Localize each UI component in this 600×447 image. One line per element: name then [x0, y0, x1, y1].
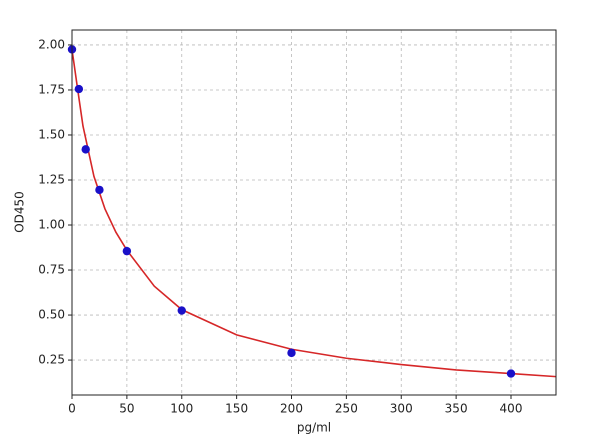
data-point — [122, 246, 132, 256]
plot-frame — [71, 29, 557, 396]
data-point — [74, 84, 84, 94]
grid — [71, 30, 556, 395]
y-tick-label: 1.00 — [38, 218, 65, 232]
y-tick-label: 1.50 — [38, 127, 65, 141]
x-tick-label: 350 — [445, 402, 468, 416]
y-tick-label: 1.25 — [38, 172, 65, 186]
x-tick-label: 0 — [68, 402, 76, 416]
x-tick-label: 400 — [500, 402, 523, 416]
y-tick-label: 1.75 — [38, 82, 65, 96]
y-tick-label: 0.25 — [38, 353, 65, 367]
y-tick-label: 2.00 — [38, 37, 65, 51]
x-tick-label: 300 — [390, 402, 413, 416]
data-point — [506, 369, 516, 378]
x-tick-label: 150 — [225, 402, 248, 416]
y-tick-label: 0.50 — [38, 308, 65, 322]
x-tick-label: 250 — [335, 402, 358, 416]
x-axis-label: pg/ml — [297, 421, 331, 435]
plot — [67, 45, 557, 378]
x-tick-label: 200 — [280, 402, 303, 416]
data-point — [287, 348, 296, 358]
y-tick-label: 0.75 — [38, 263, 65, 277]
y-axis-label: OD450 — [13, 191, 27, 233]
data-point — [81, 145, 90, 154]
data-point — [177, 306, 186, 315]
x-tick-label: 100 — [170, 402, 193, 416]
x-tick-label: 50 — [119, 402, 134, 416]
data-point — [95, 185, 104, 195]
